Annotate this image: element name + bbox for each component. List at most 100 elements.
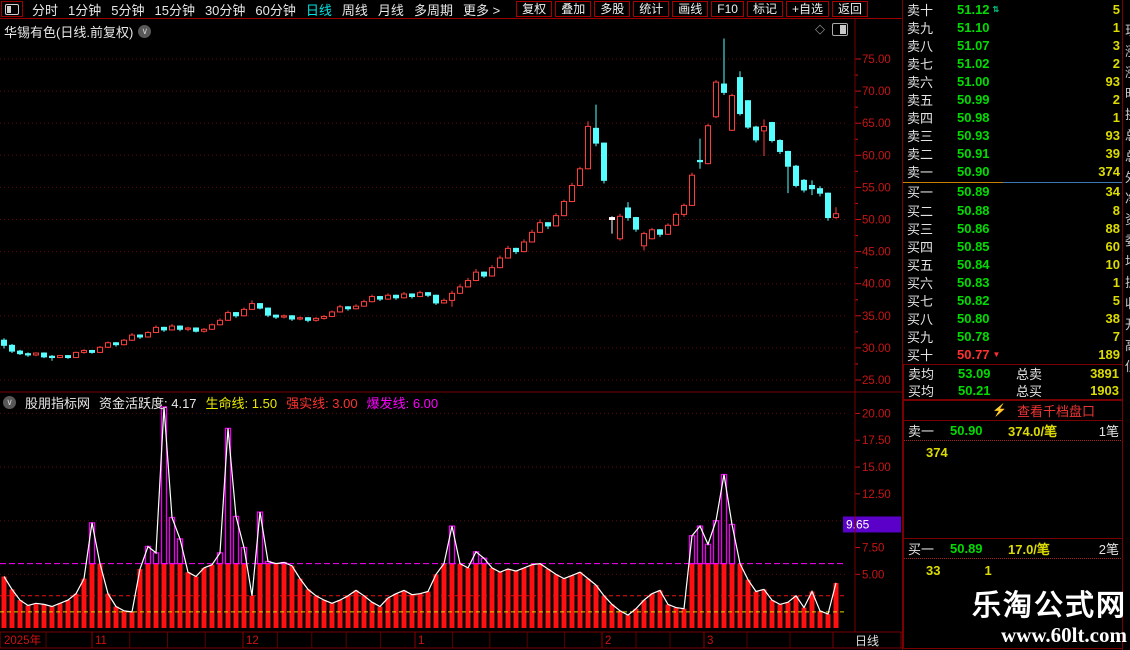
period-tab-8[interactable]: 周线	[341, 2, 368, 18]
bid-volume: 189	[1098, 347, 1120, 363]
period-tab-1[interactable]: 分时	[32, 2, 59, 18]
toolbar-button-7[interactable]: 标记	[746, 1, 783, 17]
svg-text:9.65: 9.65	[846, 517, 870, 531]
chevron-down-icon[interactable]: ∨	[138, 25, 152, 38]
period-tabs: 分时 1分钟 5分钟 15分钟 30分钟 60分钟 日线 周线 月线 多周期 更多 >	[32, 0, 510, 19]
svg-text:1: 1	[418, 635, 424, 647]
timeline-axis: 2025年 11 12 1 2 3 日线	[0, 631, 902, 649]
bid-row-4[interactable]: 买四 50.85 60	[903, 237, 1130, 255]
svg-text:15.00: 15.00	[862, 462, 891, 474]
bid-volume: 88	[1105, 220, 1120, 236]
bid-row-9[interactable]: 买九 50.78 7	[903, 328, 1130, 346]
svg-text:70.00: 70.00	[862, 86, 891, 98]
candlestick-chart[interactable]: 75.00 70.00 65.00 60.00 55.00 50.00 45.00 40.00…	[0, 19, 902, 650]
ask-levels: 卖十 51.12 ⇅ 5 卖九 51.10 1 卖八 51.07 3 卖七 51.02 2 卖六 51.00…	[903, 0, 1130, 181]
bid-row-6[interactable]: 买六 50.83 1	[903, 273, 1130, 291]
ask-volume: 93	[1105, 73, 1120, 89]
chart-title[interactable]: 华锡有色(日线.前复权) ∨	[4, 22, 152, 41]
period-tab-9[interactable]: 月线	[377, 2, 404, 18]
bid-price: 50.77 ▼	[957, 347, 1001, 363]
toolbar-button-3[interactable]: 多股	[594, 1, 631, 17]
ask-label: 卖十	[907, 2, 934, 18]
toolbar-button-1[interactable]: 复权	[516, 1, 553, 17]
bid-queue-header: 买一 50.89 17.0/笔 2笔	[904, 539, 1129, 559]
bid-row-5[interactable]: 买五 50.84 10	[903, 255, 1130, 273]
price-axis: 75.00 70.00 65.00 60.00 55.00 50.00 45.00 40.00…	[0, 54, 891, 387]
clipped-label: 资	[1125, 209, 1130, 228]
clipped-label: 时	[1125, 83, 1130, 102]
toolbar-button-9[interactable]: 返回	[831, 1, 868, 17]
svg-text:50.00: 50.00	[862, 215, 891, 227]
ask-row-2[interactable]: 卖九 51.10 1	[903, 18, 1130, 36]
period-tab-11[interactable]: 更多 >	[462, 2, 501, 18]
level2-link[interactable]: ⚡ 查看千档盘口	[903, 399, 1130, 421]
bid-row-7[interactable]: 买七 50.82 5	[903, 292, 1130, 310]
ask-label: 卖一	[907, 165, 934, 181]
ask-row-6[interactable]: 卖五 50.99 2	[903, 90, 1130, 108]
svg-text:7.50: 7.50	[862, 543, 884, 555]
bid-label: 买六	[907, 275, 934, 291]
indicator-param-2: 生命线: 1.50	[205, 396, 278, 411]
svg-text:11: 11	[95, 635, 107, 647]
svg-text:40.00: 40.00	[862, 279, 891, 291]
bid-row-1[interactable]: 买一 50.89 34	[903, 183, 1130, 201]
toolbar-button-2[interactable]: 叠加	[555, 1, 592, 17]
clipped-label: 现	[1125, 20, 1130, 39]
ask-row-10[interactable]: 卖一 50.90 374	[903, 163, 1130, 181]
bid-ask-divider	[903, 181, 1130, 183]
bid-row-2[interactable]: 买二 50.88 8	[903, 201, 1130, 219]
toolbar-button-5[interactable]: 画线	[672, 1, 709, 17]
toolbar-button-8[interactable]: +自选	[785, 1, 829, 17]
clipped-label: 低	[1125, 356, 1130, 375]
ask-row-8[interactable]: 卖三 50.93 93	[903, 127, 1130, 145]
svg-text:55.00: 55.00	[862, 182, 891, 194]
toolbar-button-6[interactable]: F10	[711, 1, 744, 17]
sell-avg-label: 卖均	[908, 366, 935, 382]
ask1-per-order: 374.0/笔	[1008, 423, 1058, 439]
ask-price: 50.99	[957, 92, 990, 108]
bid-row-10[interactable]: 买十 50.77 ▼ 189	[903, 346, 1130, 364]
period-tab-2[interactable]: 1分钟	[68, 2, 102, 18]
clipped-label: 净	[1125, 188, 1130, 207]
ask-price: 51.07	[957, 37, 990, 53]
bid-price: 50.84	[957, 256, 990, 272]
period-tab-5[interactable]: 30分钟	[204, 2, 246, 18]
ask1-order-count: 1笔	[1098, 423, 1119, 439]
indicator-param-3: 强实线: 3.00	[286, 396, 358, 411]
bid-queue-order-1: 33	[926, 562, 941, 578]
bid1-price: 50.89	[950, 540, 983, 556]
period-tab-10[interactable]: 多周期	[413, 2, 453, 18]
layout-icon[interactable]	[1, 1, 23, 17]
ask-label: 卖六	[907, 74, 934, 90]
ask-row-3[interactable]: 卖八 51.07 3	[903, 36, 1130, 54]
diamond-icon[interactable]: ◇	[815, 21, 825, 36]
bid-row-8[interactable]: 买八 50.80 38	[903, 310, 1130, 328]
period-tab-4[interactable]: 15分钟	[154, 2, 195, 18]
period-tab-7[interactable]: 日线	[305, 2, 332, 18]
lightning-icon: ⚡	[992, 403, 1007, 418]
ask-price: 51.12 ⇅	[957, 1, 1000, 17]
bid1-label: 买一	[908, 541, 935, 557]
bid-label: 买八	[907, 312, 934, 328]
ask-volume: 3	[1112, 37, 1120, 53]
bid-volume: 10	[1105, 256, 1120, 272]
bid-row-3[interactable]: 买三 50.86 88	[903, 219, 1130, 237]
period-tab-6[interactable]: 60分钟	[255, 2, 296, 18]
ask-row-7[interactable]: 卖四 50.98 1	[903, 109, 1130, 127]
indicator-header: ∨ 股朋指标网 资金活跃度: 4.17 生命线: 1.50 强实线: 3.00 爆发线…	[3, 393, 438, 412]
indicator-source[interactable]: 股朋指标网	[25, 396, 91, 411]
toolbar-button-4[interactable]: 统计	[633, 1, 670, 17]
ask-price: 51.02	[957, 55, 990, 71]
order-book-panel: 卖十 51.12 ⇅ 5 卖九 51.10 1 卖八 51.07 3 卖七 51.02 2 卖六 51.00…	[902, 0, 1130, 650]
ask-volume: 1	[1112, 19, 1120, 35]
ask-row-1[interactable]: 卖十 51.12 ⇅ 5	[903, 0, 1130, 18]
chevron-down-icon[interactable]: ∨	[3, 396, 16, 409]
period-tab-3[interactable]: 5分钟	[111, 2, 145, 18]
svg-text:12.50: 12.50	[862, 489, 891, 501]
svg-text:25.00: 25.00	[862, 375, 891, 387]
split-pane-icon[interactable]	[832, 22, 848, 36]
ask-row-9[interactable]: 卖二 50.91 39	[903, 145, 1130, 163]
ask-row-4[interactable]: 卖七 51.02 2	[903, 54, 1130, 72]
ask-label: 卖二	[907, 147, 934, 163]
ask-row-5[interactable]: 卖六 51.00 93	[903, 72, 1130, 90]
